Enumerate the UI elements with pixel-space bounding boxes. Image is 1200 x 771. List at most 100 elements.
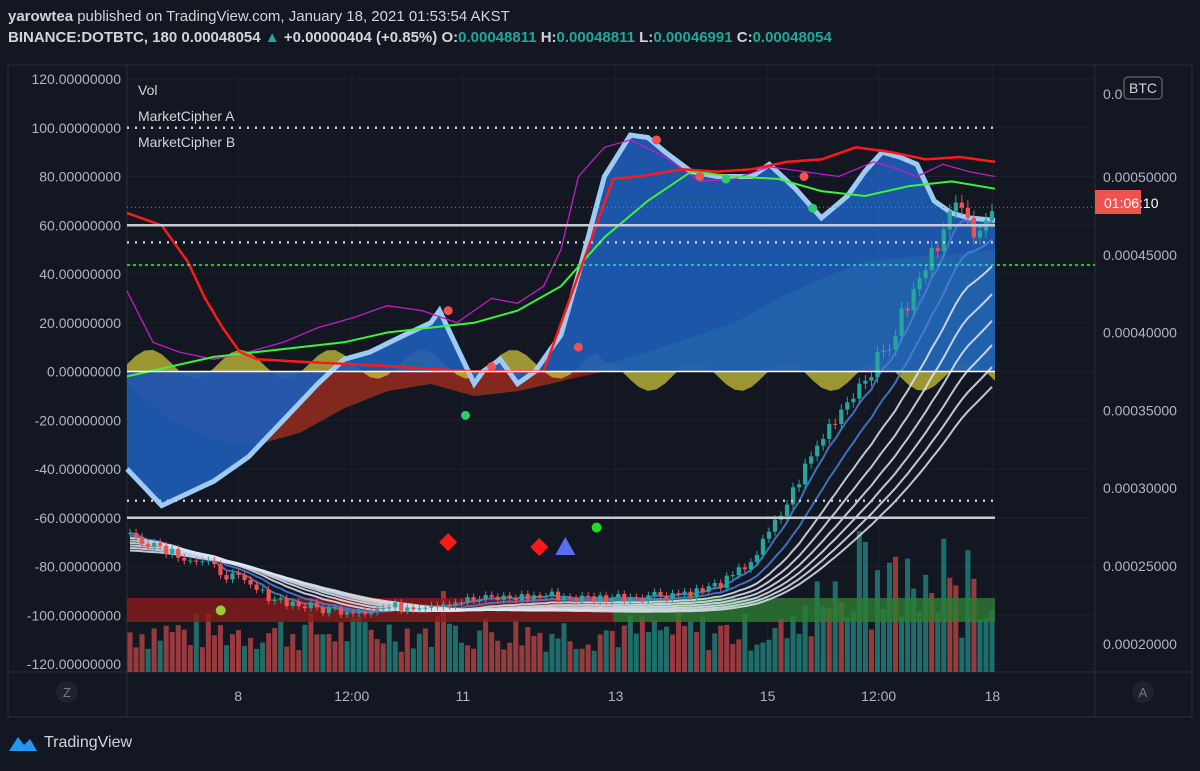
volume-bar <box>205 613 211 672</box>
candle-body <box>646 595 651 601</box>
currency-badge[interactable]: BTC <box>1123 76 1163 100</box>
signal-dot <box>487 362 497 372</box>
volume-bar <box>868 629 874 672</box>
candle-body <box>296 601 301 607</box>
volume-bar <box>850 611 856 672</box>
ema-line <box>129 219 993 614</box>
volume-bar <box>422 628 428 672</box>
publisher-name[interactable]: yarowtea <box>8 8 74 25</box>
candle-body <box>278 598 283 600</box>
candle-body <box>971 217 977 238</box>
candle-body <box>471 597 476 601</box>
volume-bar <box>899 616 905 672</box>
volume-bar <box>446 623 452 672</box>
volume-bar <box>766 639 772 672</box>
volume-bar <box>947 577 953 672</box>
symbol-label[interactable]: BINANCE:DOTBTC, 180 <box>8 29 178 46</box>
candle-body <box>579 595 585 601</box>
volume-bar <box>953 585 959 672</box>
volume-bar <box>790 616 796 672</box>
time-axis-tick: 12:00 <box>861 688 896 704</box>
candle-body <box>664 595 669 599</box>
volume-bar <box>314 634 320 672</box>
volume-bar <box>591 650 597 672</box>
volume-bar <box>242 645 248 672</box>
volume-bar <box>483 618 489 672</box>
candle-body <box>176 548 181 558</box>
signal-markers <box>215 135 818 616</box>
volume-bar <box>501 649 507 672</box>
signal-dot <box>591 522 602 533</box>
volume-bar <box>410 648 416 672</box>
legend-item[interactable]: MarketCipher A <box>138 108 235 124</box>
candle-body <box>272 599 277 602</box>
volume-bar <box>802 605 808 672</box>
candle-body <box>766 531 772 539</box>
candle-body <box>700 588 705 592</box>
volume-bar <box>380 643 386 672</box>
candle-body <box>260 589 265 591</box>
candle-body <box>375 608 380 613</box>
candle-body <box>989 211 995 221</box>
signal-dot <box>808 203 818 213</box>
volume-bar <box>694 631 700 672</box>
right-axis-tick: 0.00045000 <box>1103 247 1177 263</box>
time-axis-tick: 12:00 <box>334 688 369 704</box>
time-axis-tick: 8 <box>234 688 242 704</box>
candle-body <box>754 554 760 563</box>
auto-scale-button[interactable]: A <box>1132 681 1154 703</box>
volume-bar <box>778 618 784 672</box>
candle-body <box>784 504 790 516</box>
volume-bar <box>350 617 356 672</box>
volume-bar <box>543 651 549 672</box>
price-change: +0.00000404 (+0.85%) <box>283 29 438 46</box>
signal-dot <box>461 410 471 420</box>
volume-bar <box>585 644 591 672</box>
candle-body <box>977 230 983 238</box>
volume-bar <box>278 621 284 672</box>
candle-body <box>790 487 796 505</box>
volume-bar <box>796 633 802 672</box>
candle-body <box>543 596 549 598</box>
volume-bar <box>603 630 609 672</box>
candle-body <box>200 561 205 563</box>
candle-body <box>489 594 494 597</box>
zoom-button[interactable]: Z <box>56 681 78 703</box>
candle-body <box>453 602 458 607</box>
right-axis-tick: 0.00030000 <box>1103 480 1177 496</box>
candle-body <box>833 423 838 425</box>
candle-body <box>561 596 567 601</box>
candle-body <box>495 596 500 600</box>
volume-bar <box>531 635 537 672</box>
candle-body <box>230 573 235 580</box>
legend: Vol MarketCipher A MarketCipher B <box>138 82 235 150</box>
tradingview-logo-icon <box>9 737 37 751</box>
candle-body <box>139 536 145 544</box>
volume-bar <box>398 651 404 672</box>
legend-item[interactable]: MarketCipher B <box>138 134 235 150</box>
candle-body <box>441 604 446 607</box>
ema-ribbon <box>129 219 993 614</box>
volume-bar <box>459 642 465 672</box>
ema-line <box>129 320 993 612</box>
volume-bar <box>959 637 965 672</box>
legend-item[interactable]: Vol <box>138 82 157 98</box>
volume-bar <box>880 609 886 672</box>
candle-body <box>947 211 952 230</box>
candle-body <box>248 580 253 585</box>
high-label: H: <box>540 29 557 46</box>
candle-body <box>465 597 470 604</box>
volume-bar <box>404 628 410 672</box>
candle-body <box>670 593 675 599</box>
last-price: 0.00048054 <box>181 29 261 46</box>
candle-body <box>320 607 326 614</box>
candle-body <box>827 423 832 439</box>
right-axis-tick: 0.00025000 <box>1103 558 1177 574</box>
candle-body <box>513 598 518 601</box>
candle-body <box>170 548 175 554</box>
candle-body <box>712 582 717 587</box>
volume-bar <box>977 619 983 672</box>
candle-body <box>290 601 295 606</box>
close-value: 0.00048054 <box>752 29 832 46</box>
